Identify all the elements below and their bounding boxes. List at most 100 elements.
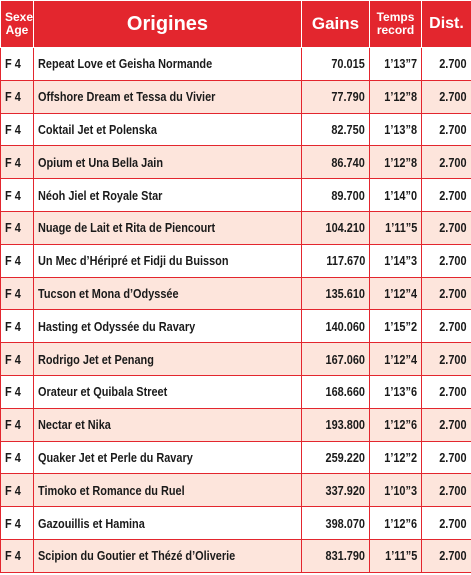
record-cell: 1’12”4 bbox=[369, 276, 422, 311]
header-origins: Origines bbox=[33, 0, 302, 48]
sex-age-cell: F 4 bbox=[0, 243, 34, 278]
gains-cell: 831.790 bbox=[301, 538, 370, 573]
sex-age-cell: F 4 bbox=[0, 407, 34, 442]
origins-cell: Rodrigo Jet et Penang bbox=[33, 342, 302, 376]
gains-text: 117.670 bbox=[326, 253, 365, 269]
dist-cell: 2.700 bbox=[421, 538, 471, 573]
origins-text: Un Mec d’Héripré et Fidji du Buisson bbox=[38, 253, 229, 269]
record-text: 1’12”8 bbox=[384, 154, 417, 170]
sex-age-text: F 4 bbox=[5, 417, 21, 433]
dist-cell: 2.700 bbox=[421, 309, 471, 344]
record-cell: 1’13”7 bbox=[369, 47, 422, 81]
record-text: 1’12”6 bbox=[384, 417, 417, 433]
origins-text: Offshore Dream et Tessa du Vivier bbox=[38, 89, 216, 105]
record-cell: 1’12”4 bbox=[369, 342, 422, 376]
sex-age-text: F 4 bbox=[5, 56, 21, 72]
sex-age-text: F 4 bbox=[5, 351, 21, 367]
origins-cell: Nectar et Nika bbox=[33, 407, 302, 442]
gains-text: 104.210 bbox=[325, 220, 365, 236]
sex-age-cell: F 4 bbox=[0, 178, 34, 212]
origins-cell: Opium et Una Bella Jain bbox=[33, 145, 302, 180]
table-row: F 4 Timoko et Romance du Ruel 337.920 1’10”… bbox=[0, 473, 471, 508]
record-text: 1’14”0 bbox=[384, 187, 417, 203]
dist-cell: 2.700 bbox=[421, 276, 471, 311]
record-text: 1’12”8 bbox=[384, 89, 417, 105]
gains-text: 86.740 bbox=[331, 154, 365, 170]
table-row: F 4 Gazouillis et Hamina 398.070 1’12”6 2.70… bbox=[0, 506, 471, 540]
table-row: F 4 Scipion du Goutier et Thézé d’Oliveri… bbox=[0, 538, 471, 573]
origins-text: Gazouillis et Hamina bbox=[38, 515, 145, 531]
origins-cell: Repeat Love et Geisha Normande bbox=[33, 47, 302, 81]
dist-text: 2.700 bbox=[439, 154, 467, 170]
dist-text: 2.700 bbox=[439, 384, 467, 400]
record-text: 1’13”6 bbox=[384, 384, 417, 400]
record-cell: 1’12”2 bbox=[369, 440, 422, 475]
sex-age-cell: F 4 bbox=[0, 276, 34, 311]
dist-text: 2.700 bbox=[439, 121, 467, 137]
origins-text: Néoh Jiel et Royale Star bbox=[38, 187, 163, 203]
sex-age-text: F 4 bbox=[5, 548, 21, 564]
gains-cell: 193.800 bbox=[301, 407, 370, 442]
table-row: F 4 Quaker Jet et Perle du Ravary 259.220 1… bbox=[0, 440, 471, 475]
dist-text: 2.700 bbox=[439, 89, 467, 105]
gains-text: 398.070 bbox=[325, 515, 365, 531]
sex-age-text: F 4 bbox=[5, 154, 21, 170]
sex-age-cell: F 4 bbox=[0, 538, 34, 573]
table-row: F 4 Coktail Jet et Polenska 82.750 1’13”8 2.… bbox=[0, 112, 471, 147]
sex-age-text: F 4 bbox=[5, 482, 21, 498]
origins-text: Nuage de Lait et Rita de Piencourt bbox=[38, 220, 216, 236]
record-text: 1’13”8 bbox=[384, 121, 417, 137]
header-text: record bbox=[376, 23, 415, 37]
header-text: Sexe bbox=[5, 10, 34, 24]
gains-cell: 167.060 bbox=[301, 342, 370, 376]
record-cell: 1’15”2 bbox=[369, 309, 422, 344]
dist-cell: 2.700 bbox=[421, 178, 471, 212]
dist-cell: 2.700 bbox=[421, 473, 471, 508]
gains-text: 337.920 bbox=[325, 482, 365, 498]
sex-age-text: F 4 bbox=[5, 318, 21, 334]
table-row: F 4 Nectar et Nika 193.800 1’12”6 2.700 bbox=[0, 407, 471, 442]
gains-cell: 140.060 bbox=[301, 309, 370, 344]
gains-text: 193.800 bbox=[325, 417, 365, 433]
origins-cell: Orateur et Quibala Street bbox=[33, 374, 302, 409]
record-text: 1’12”2 bbox=[384, 449, 417, 465]
header-text: Temps bbox=[376, 10, 415, 24]
table-row: F 4 Rodrigo Jet et Penang 167.060 1’12”4 2.7… bbox=[0, 342, 471, 376]
table-row: F 4 Orateur et Quibala Street 168.660 1’13”… bbox=[0, 374, 471, 409]
gains-cell: 398.070 bbox=[301, 506, 370, 540]
table-body: F 4 Repeat Love et Geisha Normande 70.015 1… bbox=[0, 47, 471, 573]
gains-cell: 82.750 bbox=[301, 112, 370, 147]
origins-text: Repeat Love et Geisha Normande bbox=[38, 56, 213, 72]
gains-text: 168.660 bbox=[325, 384, 365, 400]
record-cell: 1’13”6 bbox=[369, 374, 422, 409]
origins-cell: Offshore Dream et Tessa du Vivier bbox=[33, 79, 302, 114]
origins-text: Nectar et Nika bbox=[38, 417, 111, 433]
record-cell: 1’12”6 bbox=[369, 407, 422, 442]
sex-age-cell: F 4 bbox=[0, 374, 34, 409]
gains-cell: 168.660 bbox=[301, 374, 370, 409]
sex-age-text: F 4 bbox=[5, 220, 21, 236]
sex-age-cell: F 4 bbox=[0, 145, 34, 180]
origins-cell: Néoh Jiel et Royale Star bbox=[33, 178, 302, 212]
origins-text: Timoko et Romance du Ruel bbox=[38, 482, 185, 498]
sex-age-cell: F 4 bbox=[0, 506, 34, 540]
header-text: Age bbox=[5, 23, 29, 37]
table-row: F 4 Offshore Dream et Tessa du Vivier 77.7… bbox=[0, 79, 471, 114]
table-row: F 4 Néoh Jiel et Royale Star 89.700 1’14”0 2… bbox=[0, 178, 471, 212]
record-cell: 1’11”5 bbox=[369, 538, 422, 573]
sex-age-cell: F 4 bbox=[0, 210, 34, 245]
record-text: 1’14”3 bbox=[384, 253, 417, 269]
sex-age-text: F 4 bbox=[5, 187, 21, 203]
dist-text: 2.700 bbox=[439, 515, 467, 531]
gains-cell: 135.610 bbox=[301, 276, 370, 311]
sex-age-cell: F 4 bbox=[0, 79, 34, 114]
origins-text: Quaker Jet et Perle du Ravary bbox=[38, 449, 193, 465]
dist-text: 2.700 bbox=[439, 285, 467, 301]
gains-text: 77.790 bbox=[331, 89, 365, 105]
dist-cell: 2.700 bbox=[421, 47, 471, 81]
origins-cell: Nuage de Lait et Rita de Piencourt bbox=[33, 210, 302, 245]
table-row: F 4 Repeat Love et Geisha Normande 70.015 1… bbox=[0, 47, 471, 81]
origins-cell: Gazouillis et Hamina bbox=[33, 506, 302, 540]
origins-text: Hasting et Odyssée du Ravary bbox=[38, 318, 196, 334]
dist-text: 2.700 bbox=[439, 548, 467, 564]
